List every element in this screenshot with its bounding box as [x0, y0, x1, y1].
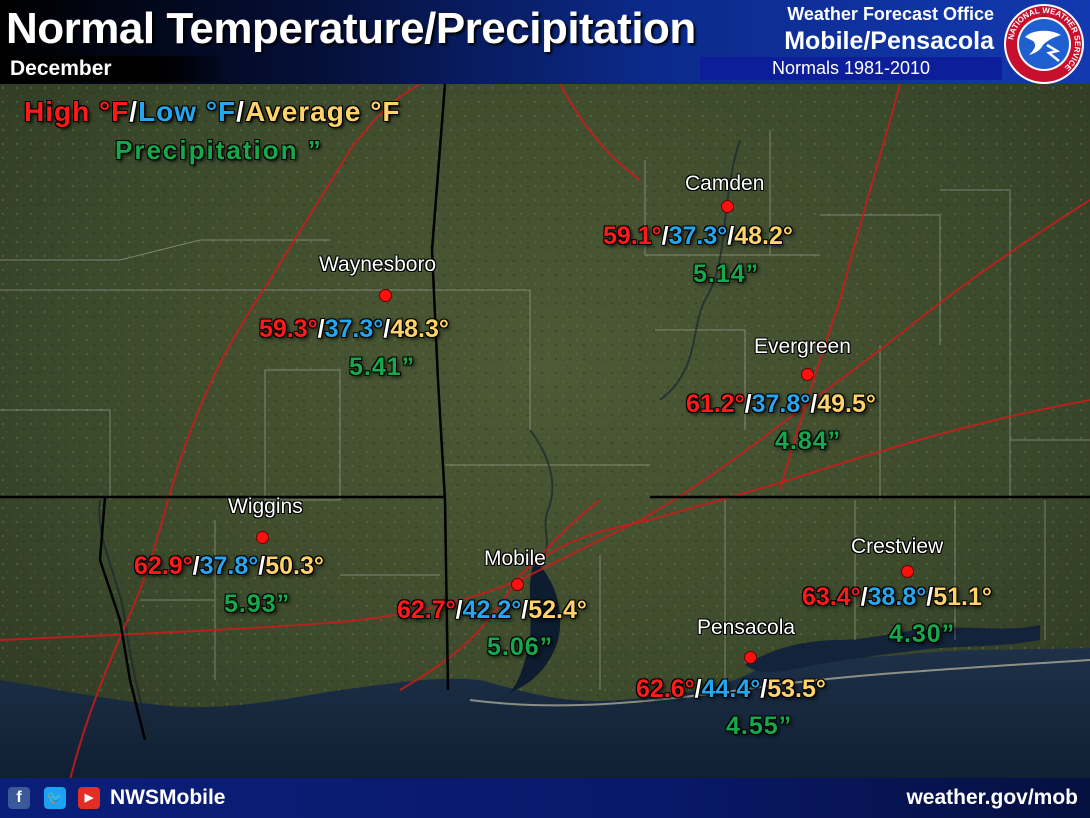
facebook-icon: f [8, 787, 30, 809]
page-title: Normal Temperature/Precipitation [6, 4, 696, 53]
separator: / [192, 552, 200, 580]
station-name: Crestview [851, 535, 944, 558]
station-marker [511, 578, 524, 591]
average-temp: 53.5° [767, 675, 826, 703]
precipitation-value: 4.55” [726, 712, 793, 740]
low-temp: 44.4° [701, 675, 761, 703]
average-temp: 52.4° [528, 596, 587, 624]
separator: / [317, 315, 325, 343]
average-temp: 51.1° [933, 583, 992, 611]
average-temp: 49.5° [817, 390, 876, 418]
precipitation-value: 5.14” [693, 260, 760, 288]
separator: / [383, 315, 391, 343]
low-temp: 42.2° [462, 596, 522, 624]
office-name: Mobile/Pensacola [784, 27, 994, 55]
low-temp: 37.3° [668, 222, 728, 250]
legend-low: Low °F [138, 96, 237, 127]
legend-average: Average °F [244, 96, 401, 127]
precipitation-value: 4.84” [775, 427, 842, 455]
average-temp: 48.2° [734, 222, 793, 250]
high-temp: 62.9° [134, 552, 193, 580]
separator: / [744, 390, 752, 418]
high-temp: 62.7° [397, 596, 456, 624]
station-name: Mobile [484, 547, 546, 570]
separator: / [521, 596, 529, 624]
high-temp: 59.1° [603, 222, 662, 250]
station-name: Pensacola [697, 616, 796, 639]
youtube-icon: ▶ [78, 787, 100, 809]
average-temp: 50.3° [265, 552, 324, 580]
low-temp: 37.8° [751, 390, 811, 418]
legend-separator: / [129, 96, 139, 127]
high-temp: 61.2° [686, 390, 745, 418]
legend-temperature: High °F/Low °F/Average °F [24, 96, 401, 128]
high-temp: 63.4° [802, 583, 861, 611]
station-marker [901, 565, 914, 578]
separator: / [694, 675, 702, 703]
separator: / [661, 222, 669, 250]
station-marker [379, 289, 392, 302]
legend-separator: / [236, 96, 245, 127]
separator: / [860, 583, 868, 611]
high-temp: 59.3° [259, 315, 318, 343]
station-temperatures: 59.3°/37.3°/48.3° [259, 315, 449, 344]
station-temperatures: 59.1°/37.3°/48.2° [603, 222, 793, 251]
station-name: Camden [685, 172, 765, 195]
high-temp: 62.6° [636, 675, 695, 703]
average-temp: 48.3° [390, 315, 449, 343]
precipitation-value: 5.06” [487, 633, 554, 661]
office-label: Weather Forecast Office [787, 4, 994, 24]
station-name: Waynesboro [319, 253, 437, 276]
low-temp: 38.8° [867, 583, 927, 611]
legend-precipitation: Precipitation ” [115, 135, 323, 165]
station-marker [744, 651, 757, 664]
legend-high: High °F [24, 96, 130, 127]
nws-logo-icon: NATIONAL WEATHER SERVICE [1004, 4, 1084, 84]
separator: / [727, 222, 735, 250]
separator: / [760, 675, 768, 703]
social-handle: NWSMobile [110, 786, 226, 809]
station-name: Wiggins [228, 495, 303, 518]
separator: / [926, 583, 934, 611]
station-name: Evergreen [754, 335, 851, 358]
separator: / [810, 390, 818, 418]
station-temperatures: 62.9°/37.8°/50.3° [134, 552, 324, 581]
station-marker [721, 200, 734, 213]
low-temp: 37.8° [199, 552, 259, 580]
precipitation-value: 4.30” [889, 620, 956, 648]
separator: / [455, 596, 463, 624]
station-temperatures: 61.2°/37.8°/49.5° [686, 390, 876, 419]
website-url: weather.gov/mob [906, 786, 1078, 809]
separator: / [258, 552, 266, 580]
station-temperatures: 62.6°/44.4°/53.5° [636, 675, 826, 704]
station-marker [256, 531, 269, 544]
station-temperatures: 62.7°/42.2°/52.4° [397, 596, 587, 625]
month-label: December [10, 57, 112, 80]
normals-period: Normals 1981-2010 [700, 57, 1002, 80]
precipitation-value: 5.93” [224, 590, 291, 618]
twitter-icon: 🐦 [44, 787, 66, 809]
month-bar [0, 56, 230, 82]
precipitation-value: 5.41” [349, 353, 416, 381]
low-temp: 37.3° [324, 315, 384, 343]
footer-bar [0, 778, 1090, 818]
station-temperatures: 63.4°/38.8°/51.1° [802, 583, 992, 612]
station-marker [801, 368, 814, 381]
